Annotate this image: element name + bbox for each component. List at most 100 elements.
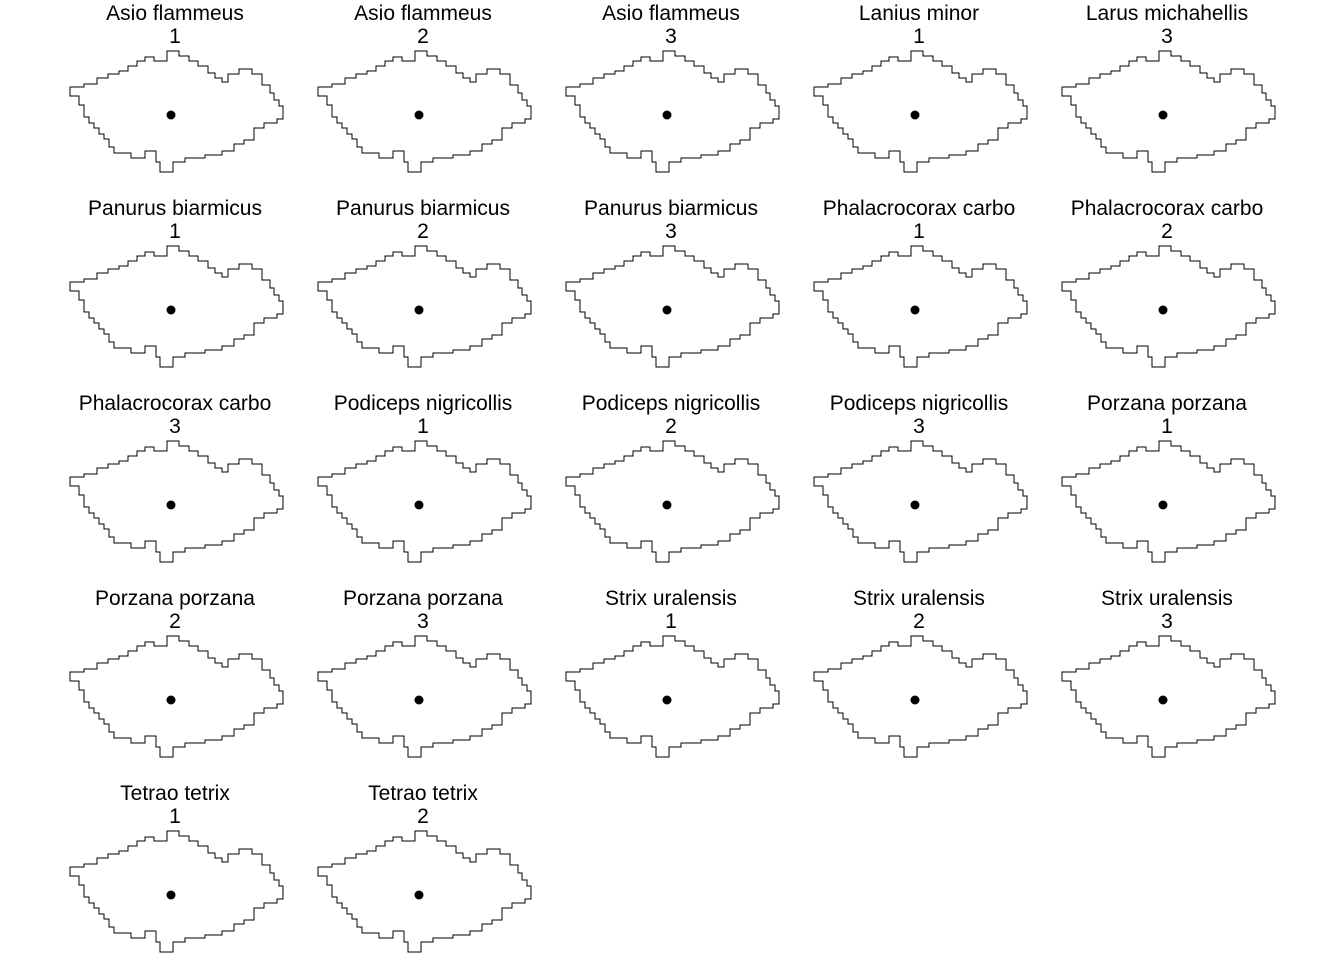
country-outline <box>69 830 284 953</box>
map-svg <box>69 245 284 368</box>
map-svg <box>813 245 1028 368</box>
panel-number: 2 <box>169 610 181 633</box>
panel-number: 2 <box>417 220 429 243</box>
country-outline <box>565 50 780 173</box>
location-point <box>414 890 424 900</box>
map-svg <box>1061 50 1276 173</box>
map-panel: Tetrao tetrix 1 <box>51 780 299 975</box>
panel-species-title: Strix uralensis <box>853 587 985 610</box>
country-outline <box>1061 440 1276 563</box>
location-point <box>662 110 672 120</box>
panel-species-title: Porzana porzana <box>1087 392 1247 415</box>
panel-species-title: Podiceps nigricollis <box>829 392 1009 415</box>
panel-number: 1 <box>169 220 181 243</box>
panel-species-title: Strix uralensis <box>605 587 737 610</box>
location-point <box>414 305 424 315</box>
panel-species-title: Phalacrocorax carbo <box>822 197 1016 220</box>
map-svg <box>1061 635 1276 758</box>
panel-number: 3 <box>913 415 925 438</box>
map-svg <box>317 50 532 173</box>
location-point <box>662 695 672 705</box>
country-outline <box>1061 245 1276 368</box>
map-svg <box>69 830 284 953</box>
map-panel: Lanius minor 1 <box>795 0 1043 195</box>
location-point <box>1158 695 1168 705</box>
panel-species-title: Asio flammeus <box>602 2 740 25</box>
panel-number: 3 <box>1161 610 1173 633</box>
location-point <box>414 500 424 510</box>
map-panel: Podiceps nigricollis 1 <box>299 390 547 585</box>
location-point <box>166 110 176 120</box>
panel-number: 1 <box>417 415 429 438</box>
panel-number: 1 <box>1161 415 1173 438</box>
map-svg <box>1061 245 1276 368</box>
panel-species-title: Panurus biarmicus <box>336 197 510 220</box>
panel-species-title: Podiceps nigricollis <box>581 392 761 415</box>
map-panel: Asio flammeus 2 <box>299 0 547 195</box>
map-panel: Tetrao tetrix 2 <box>299 780 547 975</box>
location-point <box>910 695 920 705</box>
panel-number: 3 <box>665 220 677 243</box>
location-point <box>910 305 920 315</box>
panel-number: 3 <box>665 25 677 48</box>
map-panel: Panurus biarmicus 1 <box>51 195 299 390</box>
map-panel: Panurus biarmicus 3 <box>547 195 795 390</box>
country-outline <box>69 440 284 563</box>
country-outline <box>565 245 780 368</box>
panel-species-title: Tetrao tetrix <box>368 782 478 805</box>
panel-species-title: Panurus biarmicus <box>88 197 262 220</box>
panel-number: 2 <box>1161 220 1173 243</box>
country-outline <box>69 635 284 758</box>
map-svg <box>317 245 532 368</box>
map-svg <box>1061 440 1276 563</box>
country-outline <box>317 50 532 173</box>
country-outline <box>317 830 532 953</box>
location-point <box>414 695 424 705</box>
map-svg <box>69 50 284 173</box>
panel-species-title: Panurus biarmicus <box>584 197 758 220</box>
map-panel: Porzana porzana 2 <box>51 585 299 780</box>
location-point <box>1158 110 1168 120</box>
panel-number: 2 <box>417 25 429 48</box>
location-point <box>662 305 672 315</box>
location-point <box>166 695 176 705</box>
map-panel: Strix uralensis 3 <box>1043 585 1291 780</box>
map-panel: Asio flammeus 3 <box>547 0 795 195</box>
panel-number: 2 <box>665 415 677 438</box>
panel-species-title: Lanius minor <box>858 2 980 25</box>
map-panel: Porzana porzana 3 <box>299 585 547 780</box>
map-panel: Phalacrocorax carbo 3 <box>51 390 299 585</box>
map-panel: Podiceps nigricollis 2 <box>547 390 795 585</box>
map-svg <box>317 440 532 563</box>
panel-species-title: Porzana porzana <box>95 587 255 610</box>
country-outline <box>565 440 780 563</box>
panel-number: 1 <box>913 220 925 243</box>
panel-number: 2 <box>417 805 429 828</box>
map-svg <box>565 635 780 758</box>
location-point <box>1158 500 1168 510</box>
country-outline <box>69 50 284 173</box>
country-outline <box>317 440 532 563</box>
map-panel: Panurus biarmicus 2 <box>299 195 547 390</box>
country-outline <box>565 635 780 758</box>
map-svg <box>69 440 284 563</box>
map-svg <box>317 830 532 953</box>
map-panel: Asio flammeus 1 <box>51 0 299 195</box>
location-point <box>910 110 920 120</box>
map-svg <box>813 635 1028 758</box>
country-outline <box>317 635 532 758</box>
country-outline <box>813 635 1028 758</box>
map-svg <box>317 635 532 758</box>
panel-species-title: Phalacrocorax carbo <box>78 392 272 415</box>
country-outline <box>1061 50 1276 173</box>
map-panel: Phalacrocorax carbo 2 <box>1043 195 1291 390</box>
panel-number: 1 <box>169 25 181 48</box>
panel-number: 3 <box>417 610 429 633</box>
panel-number: 2 <box>913 610 925 633</box>
map-svg <box>565 50 780 173</box>
panel-number: 3 <box>169 415 181 438</box>
panel-number: 1 <box>665 610 677 633</box>
map-svg <box>565 440 780 563</box>
location-point <box>910 500 920 510</box>
